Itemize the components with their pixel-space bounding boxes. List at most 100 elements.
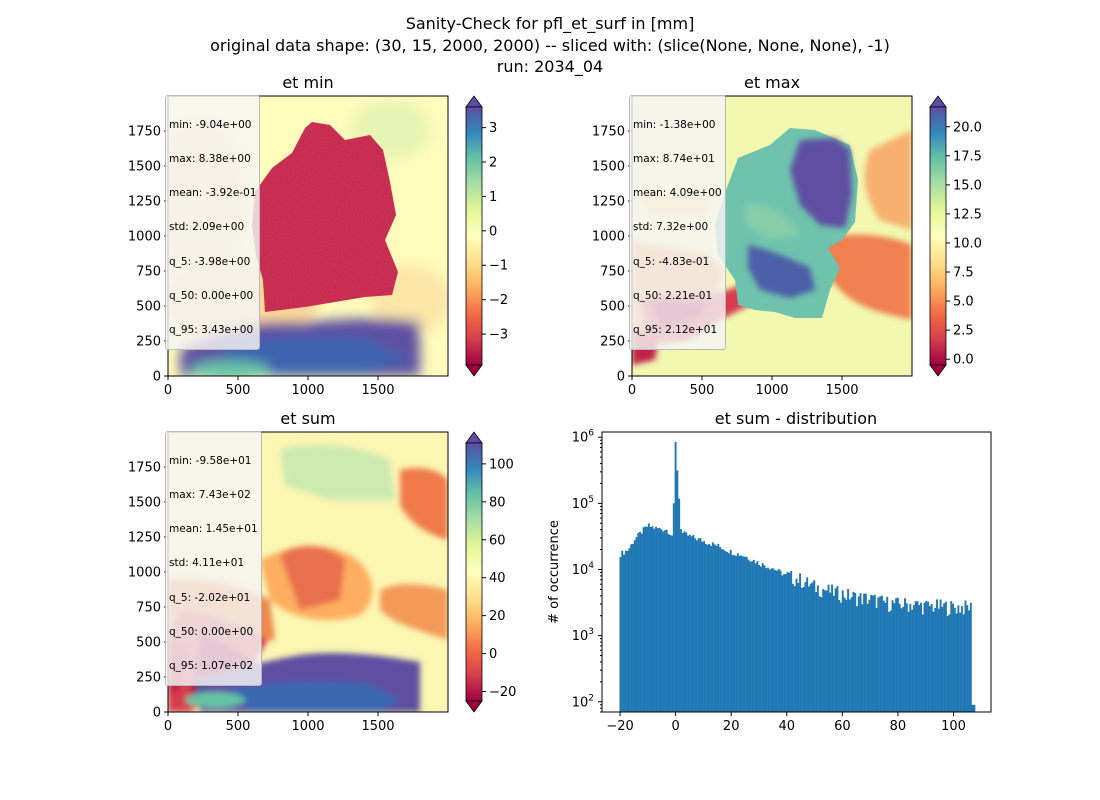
y-tick-label: 1250	[128, 531, 161, 546]
colorbar-tick-label: 15.0	[953, 178, 982, 193]
y-tick-label: 103	[572, 627, 594, 644]
histogram-bar	[694, 538, 697, 712]
x-tick-label: 1500	[361, 719, 394, 734]
histogram-bar	[791, 583, 794, 712]
histogram-bar	[864, 593, 867, 712]
x-tick-label: 60	[834, 719, 851, 734]
histogram-bar	[820, 597, 823, 712]
y-tick-label: 750	[136, 601, 161, 616]
histogram-bar	[781, 575, 784, 712]
y-tick-label: 1500	[128, 496, 161, 511]
y-tick-label: 1750	[128, 461, 161, 476]
histogram-bar	[848, 599, 851, 712]
histogram-bar	[900, 608, 903, 712]
histogram-bar	[621, 550, 624, 712]
histogram-bar	[952, 603, 954, 712]
histogram-bar	[667, 533, 670, 712]
stats-box-et-min: min: -9.04e+00 max: 8.38e+00 mean: -3.92…	[165, 95, 261, 350]
colorbar-tick-label: 20	[489, 609, 506, 624]
histogram-bar	[735, 555, 738, 712]
colorbar-tick-label: 0	[489, 224, 497, 239]
histogram-bar	[719, 546, 722, 712]
histogram-bar	[893, 603, 896, 712]
histogram-bar	[701, 541, 704, 712]
histogram-bar	[955, 613, 958, 712]
x-tick-label: 40	[779, 719, 796, 734]
histogram-bar	[962, 614, 965, 712]
histogram-bar	[831, 584, 834, 712]
y-tick-label: 1750	[128, 125, 161, 140]
histogram-bar	[706, 544, 709, 712]
colorbar-et-sum: −20 0 20 40 60 80 100	[465, 431, 516, 713]
histogram-bar	[960, 606, 963, 712]
histogram-bar	[852, 591, 855, 712]
histogram-bar	[740, 555, 743, 712]
histogram-bar	[880, 595, 883, 712]
colorbar-tick-label: 3	[489, 121, 497, 136]
colorbar-tick-label: 60	[489, 533, 506, 548]
histogram-bar	[884, 602, 887, 712]
histogram-bar	[861, 604, 864, 712]
histogram-bar	[859, 593, 862, 712]
y-tick-label: 1250	[128, 195, 161, 210]
histogram-bar	[793, 586, 796, 712]
histogram-bar	[649, 526, 652, 712]
histogram-bar	[726, 551, 729, 712]
x-tick-label: 1000	[291, 383, 324, 398]
histogram-bar	[663, 530, 666, 712]
histogram-bar	[708, 544, 711, 712]
histogram-bar	[733, 555, 736, 712]
histogram-bar	[642, 527, 645, 712]
histogram-bar	[907, 611, 910, 712]
histogram-bar	[905, 603, 908, 712]
panel-title-et-max: et max	[744, 73, 800, 92]
histogram-bar	[658, 527, 661, 712]
stat-q50: q_50: 0.00e+00	[169, 289, 254, 302]
histogram-bar	[804, 582, 807, 712]
stat-q50: q_50: 0.00e+00	[169, 625, 254, 638]
histogram-bar	[756, 561, 759, 712]
histogram-bar	[950, 601, 953, 712]
y-tick-label: 106	[572, 429, 595, 446]
histogram-bar	[635, 537, 638, 712]
histogram-bar	[692, 535, 695, 712]
histogram-bar	[790, 571, 793, 712]
histogram-bar	[704, 543, 707, 712]
histogram-bar	[840, 602, 842, 712]
stat-mean: mean: 4.09e+00	[633, 187, 722, 200]
histogram-bar	[968, 610, 970, 712]
histogram-bar	[969, 602, 972, 712]
histogram-bar	[927, 601, 930, 712]
stat-q5: q_5: -3.98e+00	[169, 255, 251, 268]
histogram-bar	[870, 595, 873, 712]
figure-title-line-3: run: 2034_04	[496, 57, 604, 76]
histogram-bar	[902, 606, 905, 712]
histogram-bar	[857, 596, 860, 712]
x-tick-label: 0	[628, 383, 636, 398]
histogram-bar	[911, 609, 914, 712]
histogram-bar	[825, 590, 828, 712]
panel-title-et-sum: et sum	[280, 409, 335, 428]
histogram-bar	[895, 598, 898, 712]
histogram-bar	[948, 614, 951, 712]
histogram-bar	[921, 614, 924, 712]
y-axis-label: # of occurrence	[547, 520, 562, 624]
histogram-bar	[920, 602, 922, 712]
histogram-bar	[752, 559, 755, 712]
y-tick-label: 750	[600, 265, 625, 280]
histogram-bar	[678, 498, 681, 712]
histogram-bar	[713, 544, 716, 712]
histogram-bar	[783, 574, 786, 712]
colorbar-tick-label: 12.5	[953, 207, 982, 222]
x-tick-label: 500	[226, 719, 251, 734]
colorbar-tick-label: 1	[489, 190, 497, 205]
histogram-bar	[795, 578, 798, 712]
y-tick-label: 500	[600, 300, 625, 315]
histogram-bar	[811, 582, 814, 712]
stat-q95: q_95: 1.07e+02	[169, 660, 254, 673]
histogram-bar	[799, 573, 802, 712]
colorbar-tick-label: 10.0	[953, 236, 982, 251]
histogram-bar	[934, 607, 937, 712]
histogram-bar	[875, 607, 878, 712]
histogram-bar	[743, 556, 746, 712]
